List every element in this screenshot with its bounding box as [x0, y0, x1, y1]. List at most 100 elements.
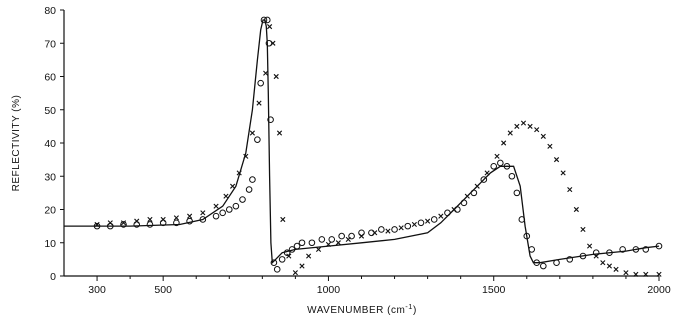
circle-data-point — [225, 206, 233, 213]
circle-data-point — [606, 249, 613, 257]
cross-stroke — [540, 133, 546, 139]
circle-data-point — [260, 16, 268, 24]
cross-data-point — [315, 246, 322, 252]
circle-data-point — [308, 239, 316, 247]
cross-stroke — [573, 206, 579, 213]
cross-stroke — [299, 263, 305, 269]
cross-data-point — [514, 123, 520, 129]
cross-stroke — [514, 123, 520, 129]
circle-data-point — [249, 176, 256, 183]
circle-data-point — [273, 266, 281, 273]
circle-data-point — [508, 172, 516, 180]
circle-data-point — [186, 217, 193, 225]
cross-stroke — [173, 215, 179, 221]
circle-data-point — [283, 249, 291, 257]
circle-data-point — [257, 79, 264, 87]
x-axis-title-unit-sup: -1 — [405, 302, 413, 311]
cross-stroke — [187, 213, 193, 219]
cross-stroke — [280, 216, 286, 223]
circle-data-point — [513, 189, 521, 197]
cross-data-point — [520, 120, 527, 126]
x-axis-title: WAVENUMBER (cm-1) — [307, 302, 417, 316]
cross-data-series — [94, 24, 662, 277]
cross-data-point — [586, 243, 593, 249]
cross-stroke — [249, 130, 256, 136]
cross-data-point — [438, 213, 444, 219]
circle-data-point — [523, 232, 531, 240]
circle-data-point — [232, 202, 240, 210]
cross-data-point — [292, 270, 298, 276]
cross-data-point — [464, 193, 470, 199]
circle-data-point — [239, 196, 246, 203]
cross-data-point — [335, 240, 341, 246]
cross-stroke — [315, 246, 322, 252]
cross-stroke — [600, 260, 606, 266]
cross-stroke — [534, 127, 540, 133]
cross-data-point — [643, 271, 649, 277]
cross-stroke — [385, 228, 391, 234]
cross-stroke — [553, 157, 560, 163]
circle-data-point — [518, 216, 526, 223]
circle-data-point — [417, 219, 425, 227]
cross-stroke — [335, 240, 341, 246]
cross-stroke — [656, 271, 662, 277]
cross-stroke — [94, 221, 100, 228]
circle-data-point — [93, 222, 101, 230]
cross-data-point — [325, 241, 332, 248]
cross-data-point — [580, 226, 586, 233]
cross-stroke — [398, 225, 404, 231]
cross-stroke — [560, 170, 566, 176]
cross-data-point — [484, 170, 490, 176]
cross-data-point — [411, 221, 417, 228]
cross-data-point — [606, 263, 613, 269]
circle-data-point — [173, 219, 180, 227]
cross-stroke — [438, 213, 444, 219]
cross-data-point — [223, 193, 229, 199]
cross-data-point — [107, 220, 113, 226]
circle-data-series — [93, 16, 663, 273]
circle-data-point — [348, 232, 355, 240]
cross-stroke — [547, 143, 553, 149]
cross-data-point — [286, 253, 292, 259]
y-tick-label: 80 — [44, 5, 56, 17]
cross-stroke — [593, 253, 599, 259]
circle-data-point — [199, 216, 207, 223]
circle-data-point — [460, 199, 468, 207]
cross-stroke — [451, 206, 457, 213]
circle-data-point — [579, 252, 587, 260]
circle-data-point — [219, 209, 226, 217]
circle-data-point — [120, 221, 127, 228]
y-tick-label: 40 — [44, 138, 56, 150]
cross-data-point — [263, 70, 269, 76]
cross-stroke — [411, 221, 417, 228]
circle-data-point — [553, 259, 560, 267]
circle-data-point — [328, 236, 336, 243]
cross-stroke — [613, 266, 619, 272]
cross-stroke — [345, 236, 351, 243]
circle-data-point — [391, 226, 398, 233]
circle-data-point — [619, 246, 626, 253]
circle-data-point — [655, 242, 663, 250]
circle-data-point — [254, 136, 261, 143]
cross-stroke — [276, 130, 283, 136]
cross-data-point — [173, 215, 179, 221]
y-tick-label: 30 — [44, 171, 56, 183]
cross-stroke — [501, 140, 507, 146]
cross-data-point — [534, 127, 540, 133]
x-axis-title-main: WAVENUMBER — [307, 305, 384, 316]
cross-data-point — [540, 133, 546, 139]
cross-data-point — [553, 157, 560, 163]
cross-data-point — [385, 228, 391, 234]
cross-data-point — [276, 130, 283, 136]
cross-data-point — [160, 216, 166, 223]
cross-data-point — [623, 270, 629, 276]
cross-stroke — [134, 218, 140, 224]
cross-data-point — [229, 183, 236, 189]
cross-data-point — [249, 130, 256, 136]
cross-stroke — [520, 120, 527, 126]
circle-data-point — [212, 212, 220, 220]
cross-data-point — [236, 170, 242, 176]
cross-data-point — [547, 143, 553, 149]
cross-stroke — [358, 233, 365, 239]
